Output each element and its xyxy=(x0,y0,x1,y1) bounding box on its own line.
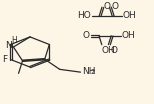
Text: O: O xyxy=(110,46,117,55)
Text: NH: NH xyxy=(82,67,96,76)
Text: HO: HO xyxy=(77,11,91,20)
Text: O: O xyxy=(104,2,111,11)
Text: F: F xyxy=(2,55,7,64)
Text: O: O xyxy=(83,31,90,40)
Text: O: O xyxy=(111,2,118,11)
Text: OH: OH xyxy=(101,46,115,55)
Text: OH: OH xyxy=(121,31,135,40)
Text: N: N xyxy=(5,41,12,50)
Text: OH: OH xyxy=(122,11,136,20)
Text: H: H xyxy=(11,36,17,45)
Text: 2: 2 xyxy=(90,69,94,75)
